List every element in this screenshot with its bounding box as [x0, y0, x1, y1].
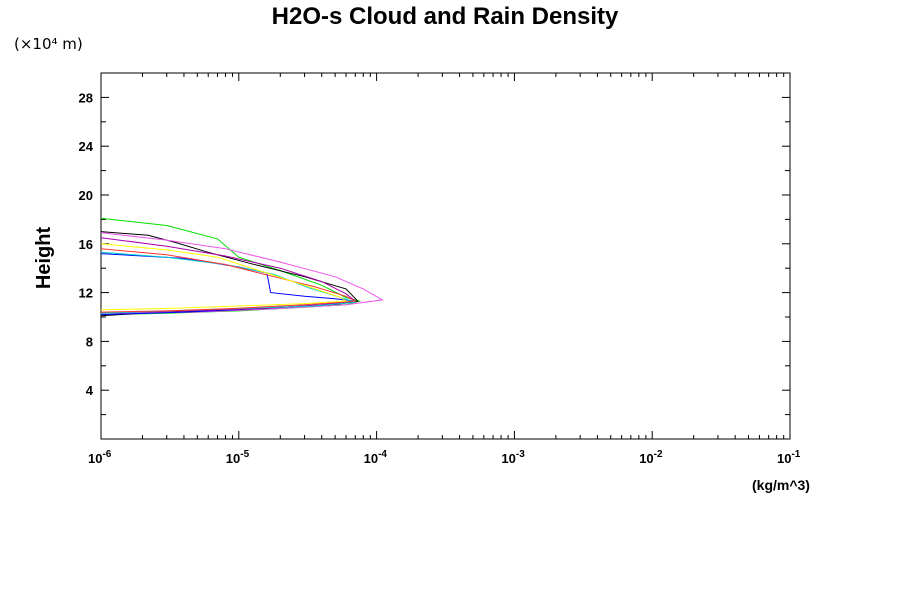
x-tick-label: 10-6	[88, 449, 112, 466]
y-tick-label: 8	[86, 334, 93, 349]
series-line-8	[100, 243, 348, 311]
x-tick-base: 10	[226, 451, 240, 466]
y-tick-label: 20	[79, 188, 93, 203]
axis-ticks	[100, 73, 790, 439]
chart-title: H2O-s Cloud and Rain Density	[272, 3, 619, 30]
y-tick-label: 4	[86, 383, 94, 398]
x-tick-base: 10	[777, 451, 791, 466]
x-tick-base: 10	[364, 451, 378, 466]
series-line-5	[100, 237, 357, 314]
y-scale-label: (×10⁴ m)	[14, 35, 83, 53]
x-tick-label: 10-4	[364, 449, 388, 466]
series-line-7	[100, 248, 358, 313]
series-line-3	[100, 232, 384, 314]
x-tick-base: 10	[639, 451, 653, 466]
x-tick-exponent: -1	[791, 449, 800, 460]
series-line-1	[100, 217, 362, 316]
x-tick-exponent: -4	[378, 449, 387, 460]
plot-frame	[100, 72, 791, 440]
x-unit-label: (kg/m^3)	[752, 477, 810, 493]
y-tick-label: 24	[79, 139, 94, 154]
y-tick-label: 16	[79, 237, 93, 252]
x-tick-base: 10	[501, 451, 515, 466]
x-tick-label: 10-2	[639, 449, 663, 466]
x-tick-exponent: -3	[516, 449, 525, 460]
y-tick-label: 12	[79, 286, 93, 301]
y-tick-labels: 4 8 12 16 20 24 28	[79, 90, 94, 398]
x-tick-base: 10	[88, 451, 102, 466]
x-tick-labels: 10-6 10-5 10-4 10-3 10-2 10-1	[88, 449, 801, 466]
x-tick-label: 10-3	[501, 449, 525, 466]
x-tick-exponent: -6	[102, 449, 111, 460]
y-tick-label: 28	[79, 90, 93, 105]
x-tick-label: 10-5	[226, 449, 250, 466]
x-tick-exponent: -5	[240, 449, 249, 460]
x-tick-label: 10-1	[777, 449, 801, 466]
y-axis-label: Height	[33, 227, 55, 290]
series-lines	[100, 217, 384, 317]
x-tick-exponent: -2	[654, 449, 663, 460]
